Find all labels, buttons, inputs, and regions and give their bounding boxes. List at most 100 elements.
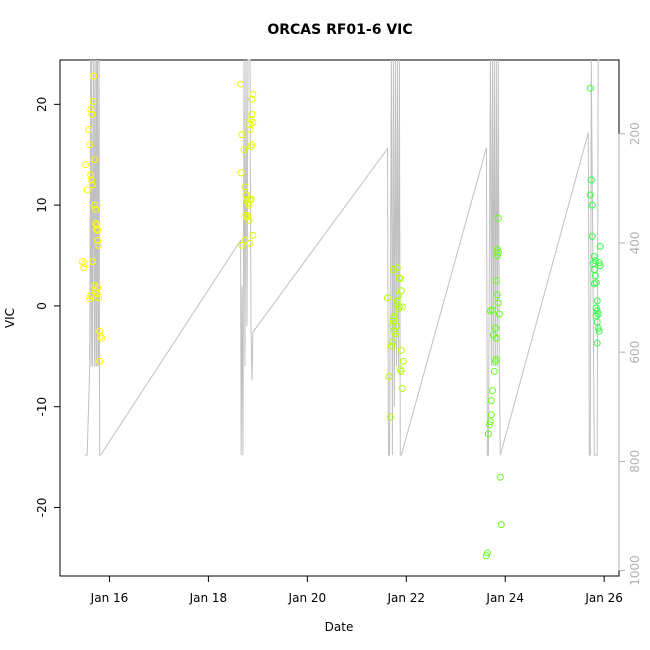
data-point-flight-1 [88,110,96,118]
data-point-flight-5 [595,259,603,267]
data-point-flight-3 [395,303,403,311]
data-point-flight-3 [397,287,405,295]
data-point-flight-5 [593,339,601,347]
data-point-flight-4 [482,552,490,560]
data-point-flight-3 [388,338,396,346]
y-right-tick-label: 600 [628,341,642,364]
data-point-flight-1 [95,241,103,249]
data-point-flight-3 [384,294,391,302]
data-point-flight-2 [249,231,257,239]
data-point-flight-1 [89,97,97,105]
data-point-flight-2 [241,183,249,191]
data-point-flight-2 [247,195,255,203]
data-point-flight-5 [594,324,602,332]
x-tick-label: Jan 24 [485,591,524,605]
data-point-flight-3 [387,342,395,350]
data-point-flight-3 [387,413,394,421]
y-axis: -20 -10 0 10 20 [35,97,61,517]
data-point-flight-2 [246,126,254,133]
data-point-flight-2 [238,241,246,249]
data-point-flight-1 [95,294,103,302]
data-point-flight-4 [487,397,495,405]
data-point-flight-3 [395,274,403,282]
y-tick-label: -10 [35,397,49,417]
data-point-flight-4 [494,299,502,307]
data-point-flight-1 [94,226,102,234]
data-point-flight-4 [483,549,491,557]
chart-title: ORCAS RF01-6 VIC [267,22,412,38]
data-point-flight-1 [92,205,100,213]
data-point-flight-3 [391,330,399,338]
x-tick-label: Jan 18 [189,591,228,605]
data-point-flight-1 [94,284,102,292]
data-point-flight-3 [394,292,402,300]
data-point-flight-3 [392,322,400,330]
y-axis-right: 200 400 600 800 1000 [618,122,642,586]
y-right-tick-label: 1000 [628,555,642,586]
data-point-flight-5 [596,262,604,270]
data-point-flight-1 [85,126,93,133]
data-point-flight-4 [493,246,501,253]
y-right-tick-label: 400 [628,231,642,254]
data-point-flight-4 [486,307,494,315]
data-point-flight-1 [89,258,97,266]
data-point-flight-3 [393,297,401,305]
data-point-flight-1 [83,186,91,194]
data-point-flight-2 [242,191,250,199]
y-tick-label: 0 [35,302,49,310]
data-point-flight-1 [80,264,88,272]
data-point-flight-2 [246,239,254,247]
data-point-flight-4 [484,430,492,438]
data-point-flight-5 [592,279,600,287]
data-point-flight-3 [397,367,405,375]
data-point-flight-4 [488,387,496,395]
data-point-flight-1 [91,201,99,209]
data-point-flight-5 [592,304,600,312]
x-tick-label: Jan 22 [386,591,425,605]
data-point-flight-2 [249,119,257,126]
data-point-flight-1 [94,236,102,244]
data-point-flight-5 [586,191,594,199]
data-point-flight-4 [492,334,500,342]
data-point-flight-3 [393,264,401,272]
data-point-flight-3 [399,357,407,365]
y-right-tick-label: 200 [628,122,642,145]
data-point-flight-1 [88,181,96,189]
data-points [78,72,604,560]
data-point-flight-3 [389,317,397,325]
data-point-flight-2 [237,169,245,177]
data-point-flight-1 [93,221,101,229]
data-point-flight-2 [240,146,248,154]
data-point-flight-2 [245,201,253,209]
data-point-flight-2 [245,216,253,224]
data-point-flight-4 [492,355,500,363]
data-point-flight-1 [82,161,90,169]
data-point-flight-3 [398,385,406,392]
data-point-flight-2 [244,212,252,220]
data-point-flight-4 [496,473,504,481]
data-point-flight-5 [591,272,599,280]
data-point-flight-2 [248,141,256,149]
data-point-flight-3 [385,373,393,380]
y-axis-label: VIC [3,308,17,328]
data-point-flight-3 [390,312,398,320]
data-point-flight-5 [586,84,594,92]
altitude-trace [84,59,600,456]
data-point-flight-1 [81,260,89,268]
data-point-flight-1 [90,72,98,80]
data-point-flight-5 [595,327,603,335]
data-point-flight-5 [594,310,602,318]
data-point-flight-5 [588,201,596,209]
data-point-flight-5 [590,266,598,274]
data-point-flight-1 [87,171,95,179]
data-point-flight-4 [495,310,503,318]
data-point-flight-2 [248,110,256,118]
data-point-flight-1 [86,295,94,303]
y-tick-label: 20 [35,97,49,112]
x-tick-label: Jan 20 [288,591,327,605]
data-point-flight-5 [596,242,604,250]
x-axis: Jan 16 Jan 18 Jan 20 Jan 22 Jan 24 Jan 26 [90,575,623,605]
data-point-flight-1 [98,334,106,342]
x-tick-label: Jan 16 [90,591,129,605]
data-point-flight-5 [593,307,601,315]
